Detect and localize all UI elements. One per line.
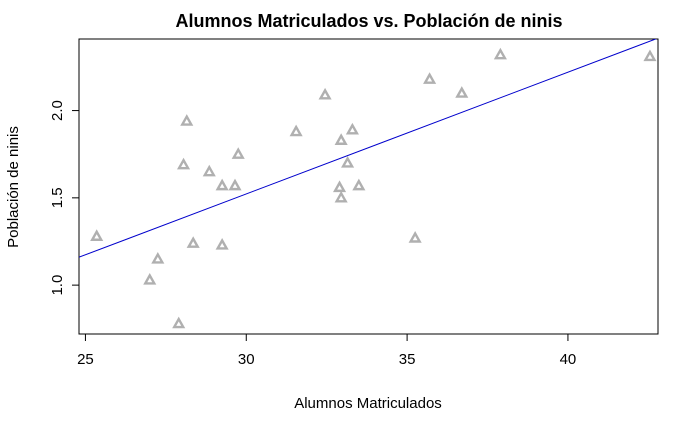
data-point — [143, 272, 157, 285]
data-point — [332, 180, 347, 193]
y-tick-label: 1.0 — [49, 275, 66, 296]
plot-frame — [78, 38, 659, 335]
chart-title: Alumnos Matriculados vs. Población de ni… — [175, 11, 562, 31]
data-point — [334, 133, 348, 145]
y-tick-label: 2.0 — [49, 100, 66, 121]
y-axis: 1.0 1.5 2.0 — [49, 100, 79, 296]
x-axis-label: Alumnos Matriculados — [294, 395, 442, 412]
data-point — [341, 155, 355, 168]
data-point — [408, 231, 422, 243]
regression-line — [79, 39, 658, 258]
data-point — [215, 238, 229, 250]
data-point — [352, 178, 366, 191]
y-axis-label: Población de ninis — [5, 126, 22, 248]
data-point — [493, 47, 507, 60]
x-axis: 25 30 35 40 — [77, 334, 576, 368]
x-tick-label: 30 — [238, 351, 255, 368]
x-tick-label: 35 — [399, 351, 416, 368]
data-point — [423, 72, 437, 84]
data-point — [90, 229, 104, 241]
y-tick-label: 1.5 — [49, 187, 66, 208]
data-point — [231, 147, 245, 159]
data-point — [345, 122, 359, 135]
data-point — [228, 178, 242, 191]
data-point — [176, 157, 191, 170]
plot-marks — [79, 39, 658, 329]
x-tick-label: 40 — [560, 351, 577, 368]
data-point — [186, 236, 200, 248]
data-point — [318, 87, 332, 100]
data-point — [334, 190, 348, 203]
data-point — [172, 316, 186, 329]
x-tick-label: 25 — [77, 351, 94, 368]
data-point — [215, 178, 229, 191]
data-point — [289, 124, 303, 137]
data-point — [643, 49, 657, 62]
data-point — [180, 114, 194, 126]
data-point — [455, 86, 469, 98]
data-point — [202, 164, 216, 177]
data-point — [151, 251, 165, 264]
